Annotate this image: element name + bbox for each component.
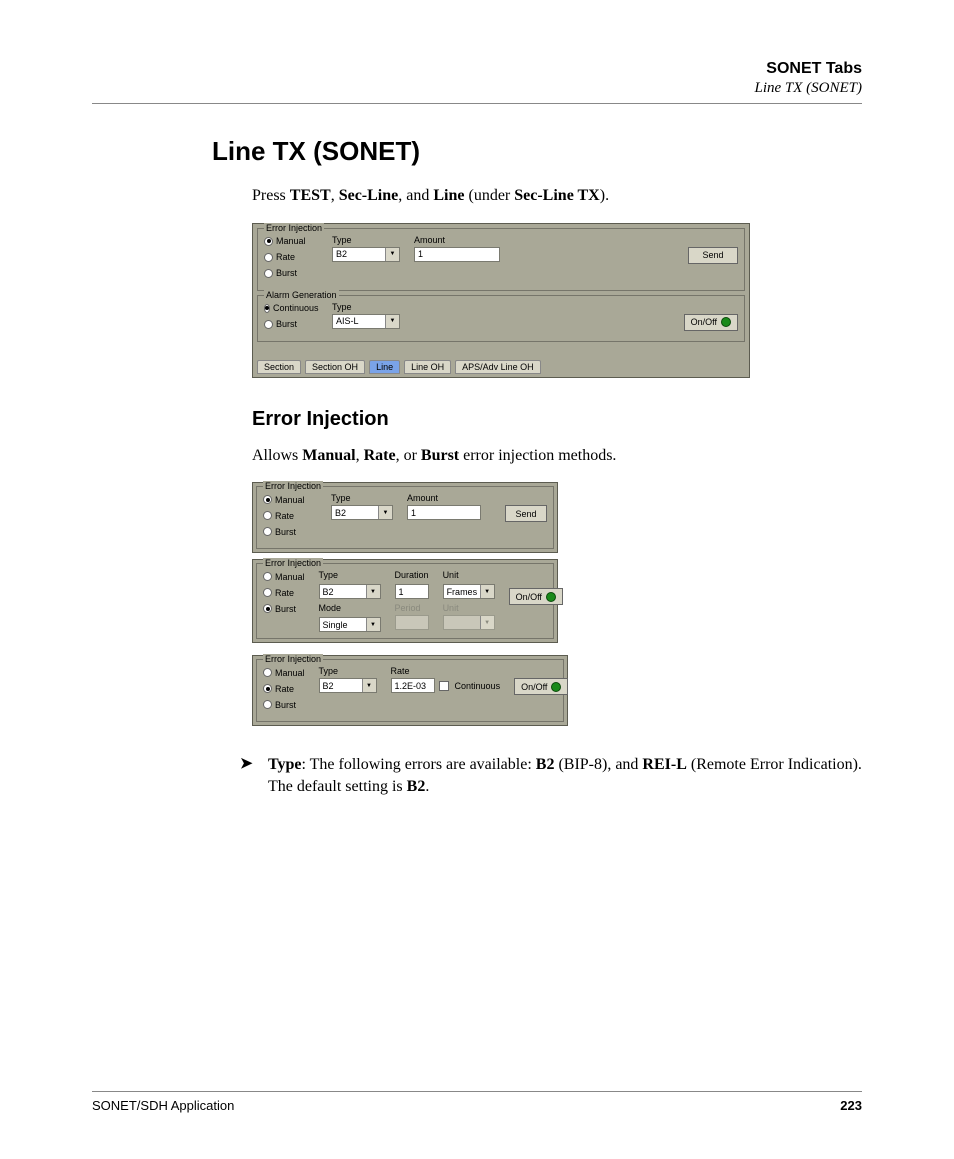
continuous-label: Continuous [455,681,501,691]
chevron-down-icon: ▼ [385,248,399,261]
tab-section[interactable]: Section [257,360,301,374]
rate-label: Rate [391,666,501,676]
unit2-label: Unit [443,603,495,613]
type-label: Type [331,493,393,503]
section-paragraph: Allows Manual, Rate, or Burst error inje… [252,445,862,467]
unit-dropdown[interactable]: Frames▼ [443,584,495,599]
chevron-down-icon: ▼ [366,585,380,598]
radio-rate[interactable]: Rate [263,510,317,521]
led-icon [546,592,556,602]
type-dropdown[interactable]: B2▼ [332,247,400,262]
alarm-type-dropdown[interactable]: AIS-L▼ [332,314,400,329]
footer-page-number: 223 [840,1098,862,1113]
ei-legend-4: Error Injection [263,654,323,664]
chevron-down-icon: ▼ [362,679,376,692]
rate-field[interactable]: 1.2E-03 [391,678,435,693]
footer-app: SONET/SDH Application [92,1098,234,1113]
alarm-generation-legend: Alarm Generation [264,290,339,300]
alarm-type-label: Type [332,302,400,312]
tab-line-oh[interactable]: Line OH [404,360,451,374]
unit-label: Unit [443,570,495,580]
amount-label: Amount [407,493,481,503]
radio-manual[interactable]: Manual [263,571,305,582]
tab-section-oh[interactable]: Section OH [305,360,365,374]
screenshot-burst: Error Injection Manual Rate Burst Type B… [252,559,558,643]
tab-line[interactable]: Line [369,360,400,374]
radio-manual[interactable]: Manual [263,494,317,505]
header-subtitle: Line TX (SONET) [92,80,862,97]
header-title: SONET Tabs [92,60,862,78]
radio-manual[interactable]: Manual [263,667,305,678]
radio-burst[interactable]: Burst [263,699,305,710]
chevron-down-icon: ▼ [385,315,399,328]
error-injection-group: Error Injection Manual Rate Burst Type B… [257,228,745,291]
type-label: Type [332,235,400,245]
amount-label: Amount [414,235,500,245]
send-button[interactable]: Send [688,247,738,264]
led-icon [551,682,561,692]
onoff-button[interactable]: On/Off [509,588,563,605]
amount-field[interactable]: 1 [407,505,481,520]
continuous-checkbox[interactable] [439,681,449,691]
chevron-down-icon: ▼ [366,618,380,631]
page-title: Line TX (SONET) [212,136,862,167]
radio-manual[interactable]: Manual [264,236,318,247]
type-label: Type [319,666,377,676]
chevron-down-icon: ▼ [378,506,392,519]
radio-rate[interactable]: Rate [264,252,318,263]
period-field[interactable] [395,615,429,630]
radio-burst[interactable]: Burst [263,526,317,537]
radio-burst-alarm[interactable]: Burst [264,319,318,330]
type-dropdown[interactable]: B2▼ [331,505,393,520]
bullet-arrow-icon: ➤ [240,754,268,797]
bullet-item: ➤ Type: The following errors are availab… [240,754,862,797]
ei-legend-2: Error Injection [263,481,323,491]
header-rule [92,103,862,104]
footer-rule [92,1091,862,1092]
duration-field[interactable]: 1 [395,584,429,599]
period-label: Period [395,603,429,613]
radio-burst[interactable]: Burst [263,603,305,614]
onoff-button[interactable]: On/Off [684,314,738,331]
tab-aps[interactable]: APS/Adv Line OH [455,360,541,374]
type-dropdown[interactable]: B2▼ [319,584,381,599]
error-injection-legend: Error Injection [264,223,324,233]
onoff-button[interactable]: On/Off [514,678,568,695]
type-dropdown[interactable]: B2▼ [319,678,377,693]
send-button[interactable]: Send [505,505,547,522]
screenshot-manual: Error Injection Manual Rate Burst Type B… [252,482,558,553]
chevron-down-icon: ▼ [480,616,494,629]
screenshot-rate: Error Injection Manual Rate Burst Type B… [252,655,568,726]
section-heading: Error Injection [252,408,862,431]
duration-label: Duration [395,570,429,580]
radio-rate[interactable]: Rate [263,587,305,598]
alarm-generation-group: Alarm Generation Continuous Burst Type A… [257,295,745,342]
intro-paragraph: Press TEST, Sec-Line, and Line (under Se… [252,185,862,207]
chevron-down-icon: ▼ [480,585,494,598]
led-icon [721,317,731,327]
type-label: Type [319,570,381,580]
ei-legend-3: Error Injection [263,558,323,568]
unit2-dropdown[interactable]: ▼ [443,615,495,630]
radio-burst[interactable]: Burst [264,268,318,279]
radio-rate[interactable]: Rate [263,683,305,694]
mode-dropdown[interactable]: Single▼ [319,617,381,632]
amount-field[interactable]: 1 [414,247,500,262]
mode-label: Mode [319,603,381,613]
tabstrip: Section Section OH Line Line OH APS/Adv … [253,360,749,377]
screenshot-main: Error Injection Manual Rate Burst Type B… [252,223,750,378]
radio-continuous[interactable]: Continuous [264,303,318,314]
